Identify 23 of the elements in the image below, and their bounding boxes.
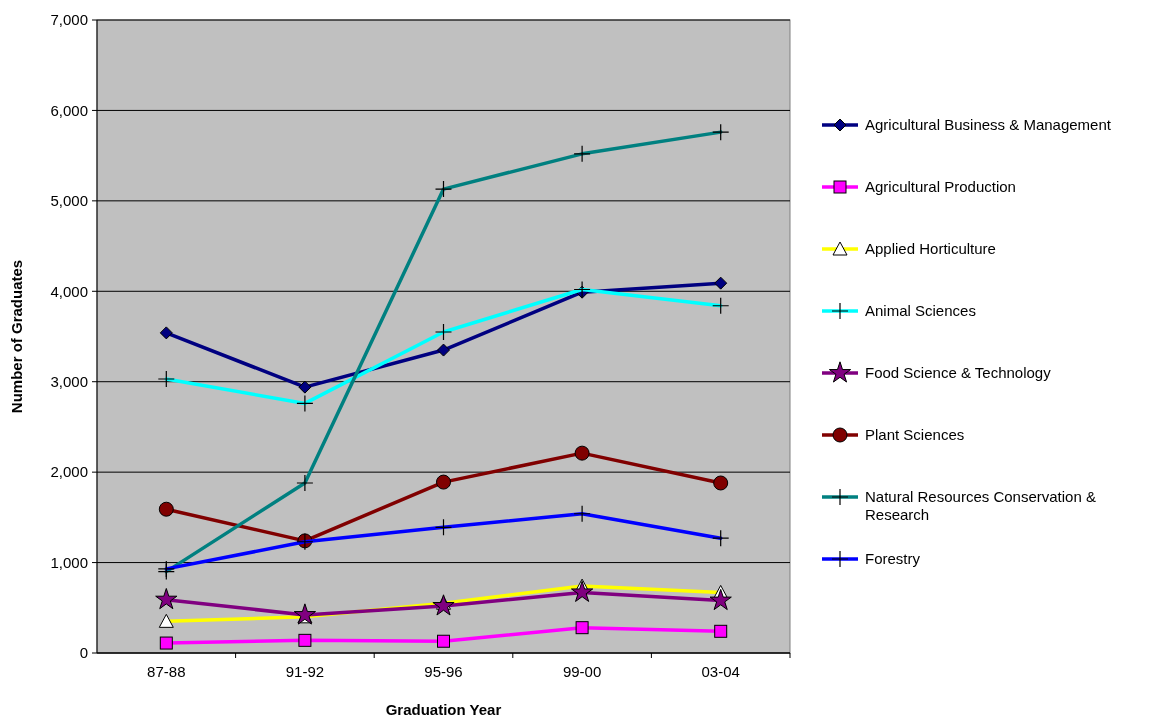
legend-label: Forestry	[865, 550, 921, 568]
legend-label: Animal Sciences	[865, 302, 976, 320]
legend-label: Natural Resources Conservation & Research	[865, 488, 1096, 524]
x-tick-label: 91-92	[285, 663, 325, 680]
legend-label: Applied Horticulture	[865, 240, 996, 258]
legend-label: Agricultural Production	[865, 178, 1016, 196]
x-tick-label: 87-88	[147, 663, 186, 680]
y-tick-label: 2,000	[50, 463, 88, 481]
y-tick-label: 6,000	[50, 101, 88, 119]
legend-label: Agricultural Business & Management	[865, 116, 1112, 134]
y-tick-label: 1,000	[50, 553, 88, 571]
x-tick-label: 99-00	[562, 663, 602, 680]
y-axis-title: Number of Graduates	[8, 259, 25, 414]
y-tick-label: 7,000	[50, 11, 88, 29]
legend-label: Plant Sciences	[865, 426, 965, 444]
y-tick-label: 3,000	[50, 372, 88, 390]
x-tick-label: 03-04	[701, 663, 740, 680]
x-axis-title: Graduation Year	[385, 701, 502, 718]
y-tick-label: 5,000	[50, 192, 88, 210]
y-tick-label: 0	[79, 644, 88, 662]
y-tick-label: 4,000	[50, 282, 88, 300]
x-tick-label: 95-96	[424, 663, 463, 680]
legend-label: Food Science & Technology	[865, 364, 1052, 382]
